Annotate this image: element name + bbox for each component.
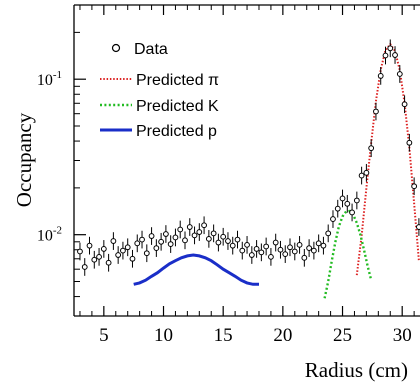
- x-tick-label: 10: [154, 325, 173, 346]
- data-point: [239, 247, 246, 254]
- axis-ticks: 5 10 15 20 25 30 10-2 10-1: [37, 4, 415, 346]
- x-tick-label: 30: [393, 325, 412, 346]
- data-point: [148, 233, 155, 239]
- x-tick-label: 25: [333, 325, 352, 346]
- data-point: [268, 253, 274, 260]
- data-point: [296, 241, 303, 248]
- data-point: [382, 52, 389, 59]
- data-point: [320, 242, 327, 249]
- data-point: [77, 248, 83, 255]
- data-point: [258, 249, 265, 256]
- data-point: [244, 241, 250, 248]
- data-point: [363, 169, 370, 176]
- data-point: [272, 239, 279, 246]
- y-axis-label: Occupancy: [12, 112, 36, 207]
- data-point: [248, 252, 255, 258]
- plot-marks: [77, 39, 420, 299]
- data-point: [315, 240, 322, 247]
- data-point: [115, 252, 122, 258]
- data-point: [153, 245, 160, 251]
- data-point: [349, 209, 355, 216]
- data-point: [186, 224, 193, 230]
- data-point: [401, 101, 408, 108]
- data-point: [177, 226, 184, 233]
- data-point: [225, 238, 231, 244]
- data-point: [201, 222, 207, 229]
- data-point: [81, 264, 88, 270]
- data-point: [368, 145, 375, 152]
- data-point: [353, 197, 360, 204]
- data-point: [110, 238, 117, 244]
- data-point: [120, 247, 126, 254]
- data-point: [344, 200, 351, 207]
- data-point: [377, 72, 384, 79]
- x-tick-label: 15: [214, 325, 233, 346]
- data-point: [253, 246, 260, 252]
- data-point: [406, 139, 413, 146]
- data-point: [392, 52, 398, 58]
- data-point: [220, 233, 227, 240]
- data-point: [167, 241, 174, 247]
- data-point: [91, 256, 98, 263]
- data-point: [210, 230, 217, 237]
- data-point: [86, 242, 93, 249]
- data-point: [143, 250, 150, 257]
- data-point: [191, 232, 198, 239]
- data-point: [325, 230, 332, 237]
- x-tick-label: 20: [273, 325, 292, 346]
- data-point: [282, 251, 289, 258]
- data-point: [124, 244, 131, 251]
- data-point: [172, 234, 179, 241]
- legend: Data Predicted π Predicted K Predicted p: [100, 41, 219, 140]
- data-point: [358, 172, 365, 179]
- data-point: [182, 237, 188, 244]
- data-point: [158, 238, 165, 245]
- data-point: [139, 236, 145, 243]
- data-point: [310, 247, 317, 254]
- data-point: [373, 108, 379, 115]
- legend-label-proton: Predicted p: [136, 123, 217, 140]
- data-point: [234, 236, 241, 243]
- data-point: [205, 235, 212, 242]
- proton-curve: [133, 253, 259, 286]
- data-point: [100, 246, 107, 252]
- x-tick-label: 5: [99, 325, 109, 346]
- y-tick-label: 10-2: [37, 225, 62, 245]
- data-point: [411, 183, 418, 190]
- data-point: [339, 195, 346, 202]
- legend-label-data: Data: [134, 41, 168, 58]
- data-point: [105, 259, 112, 266]
- data-point: [396, 71, 403, 77]
- data-point: [263, 243, 270, 250]
- data-point: [162, 231, 169, 237]
- legend-label-pion: Predicted π: [136, 72, 219, 89]
- data-point: [301, 254, 308, 261]
- data-point: [416, 224, 420, 230]
- data-point: [134, 240, 141, 247]
- kaon-curve: [323, 209, 373, 299]
- data-point: [129, 255, 136, 262]
- data-point: [277, 246, 284, 253]
- data-point: [387, 45, 394, 52]
- data-point: [287, 244, 293, 251]
- legend-label-kaon: Predicted K: [136, 98, 219, 115]
- data-point: [306, 245, 313, 251]
- data-point: [291, 248, 298, 255]
- data-point: [229, 242, 236, 249]
- x-axis-label: Radius (cm): [305, 358, 408, 382]
- data-point: [196, 229, 203, 235]
- pion-curve: [355, 42, 420, 276]
- data-point: [334, 205, 341, 212]
- data-point: [330, 216, 336, 222]
- legend-marker-data: [111, 43, 121, 53]
- data-point: [96, 253, 102, 260]
- data-point: [215, 239, 222, 246]
- y-tick-label: 10-1: [37, 69, 62, 89]
